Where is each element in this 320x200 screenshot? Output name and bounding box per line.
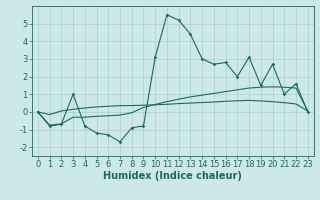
- X-axis label: Humidex (Indice chaleur): Humidex (Indice chaleur): [103, 171, 242, 181]
